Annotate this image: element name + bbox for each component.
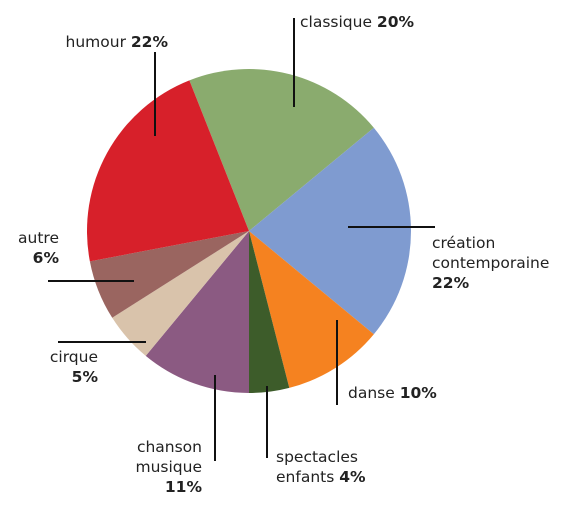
- value-label: 10%: [399, 384, 437, 402]
- category-label: chanson musique: [135, 438, 202, 476]
- category-label: cirque: [49, 348, 98, 366]
- slice-label: autre 6%: [0, 228, 59, 268]
- category-label: classique: [300, 13, 372, 31]
- pie-slice: [249, 231, 290, 393]
- value-label: 22%: [432, 274, 470, 292]
- slice-label: humour 22%: [20, 32, 168, 52]
- slice-label: classique 20%: [300, 12, 500, 32]
- value-label: 11%: [164, 478, 202, 496]
- slice-label: cirque 5%: [8, 347, 98, 387]
- pie-slice: [249, 127, 411, 335]
- pie-slice: [112, 231, 250, 356]
- value-label: 6%: [32, 249, 59, 267]
- slice-label: création contemporaine 22%: [432, 233, 573, 293]
- category-label: humour: [65, 33, 126, 51]
- category-label: autre: [18, 229, 59, 247]
- category-label: danse: [348, 384, 395, 402]
- slice-label: chanson musique 11%: [112, 437, 202, 497]
- pie-slice: [145, 231, 249, 393]
- category-label: création contemporaine: [432, 234, 550, 272]
- slice-label: danse 10%: [348, 383, 498, 403]
- value-label: 5%: [71, 368, 98, 386]
- value-label: 4%: [339, 468, 366, 486]
- pie-slice: [189, 69, 374, 231]
- value-label: 22%: [130, 33, 168, 51]
- pie-slice: [87, 80, 249, 262]
- pie-slice: [249, 231, 374, 388]
- slice-label: spectacles enfants 4%: [276, 447, 391, 487]
- pie-slice: [89, 231, 249, 318]
- value-label: 20%: [376, 13, 415, 31]
- category-label: spectacles enfants: [276, 448, 358, 486]
